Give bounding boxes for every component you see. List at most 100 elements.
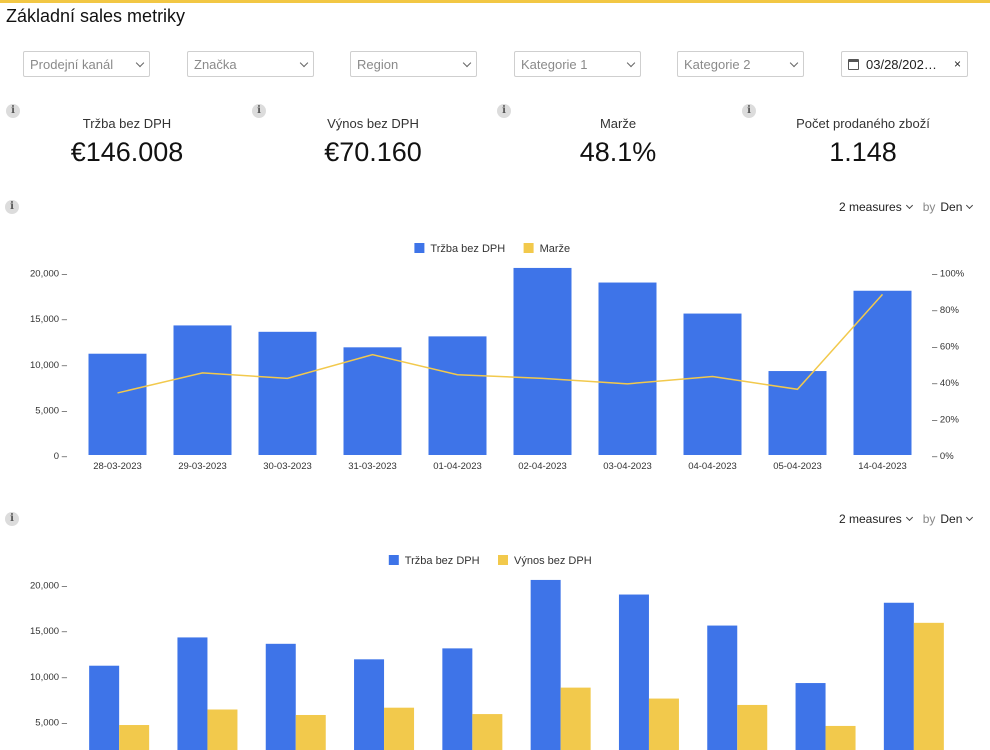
y-right-tick-label: – 40% — [932, 378, 959, 389]
dimension-dropdown[interactable]: Den — [940, 200, 963, 214]
info-icon[interactable]: i — [497, 104, 511, 118]
by-label: by — [922, 200, 936, 214]
bar-vynos — [737, 704, 768, 750]
filter-kategorie-2[interactable]: Kategorie 2 — [677, 51, 804, 77]
bar-vynos — [207, 709, 238, 750]
y-tick-label: 10,000 – — [30, 360, 68, 371]
x-tick-label: 31-03-2023 — [348, 461, 397, 472]
legend-label: Tržba bez DPH — [430, 243, 505, 255]
y-tick-label: 20,000 – — [30, 581, 68, 592]
bar-trzba — [795, 683, 826, 750]
filter-label: Region — [357, 56, 399, 72]
info-icon[interactable]: i — [6, 104, 20, 118]
filter-region[interactable]: Region — [350, 51, 477, 77]
bar-vynos — [560, 687, 591, 750]
bar-trzba — [343, 347, 402, 455]
x-tick-label: 01-04-2023 — [433, 461, 482, 472]
kpi-label: Výnos bez DPH — [327, 116, 419, 131]
bar-trzba — [513, 267, 572, 455]
kpi-label: Tržba bez DPH — [82, 116, 172, 131]
x-tick-label: 14-04-2023 — [858, 461, 907, 472]
y-right-tick-label: – 80% — [932, 305, 959, 316]
x-tick-label: 29-03-2023 — [178, 461, 227, 472]
kpi-value: 48.1% — [579, 137, 657, 167]
x-tick-label: 30-03-2023 — [263, 461, 312, 472]
bar-trzba — [265, 643, 296, 750]
filter-label: Kategorie 2 — [684, 56, 751, 72]
chevron-down-icon — [905, 201, 913, 210]
chevron-down-icon — [462, 58, 472, 67]
chart-trzba-marze: Tržba bez DPH Marže 0 – 5,000 – 10,000 – 15,0… — [30, 243, 965, 472]
measures-dropdown[interactable]: 2 measures — [839, 512, 902, 526]
filter-label: Kategorie 1 — [521, 56, 588, 72]
y-right-tick-label: – 100% — [932, 269, 965, 280]
legend-label: Výnos bez DPH — [514, 555, 592, 567]
bar-trzba — [707, 625, 738, 750]
y-right-tick-label: – 20% — [932, 415, 959, 426]
filter-prodejni-kanal[interactable]: Prodejní kanál — [23, 51, 150, 77]
bar-trzba — [177, 637, 208, 750]
calendar-icon — [848, 58, 859, 70]
legend-label: Marže — [540, 243, 571, 255]
bar-vynos — [825, 725, 856, 750]
x-tick-label: 03-04-2023 — [603, 461, 652, 472]
y-tick-label: 15,000 – — [30, 314, 68, 325]
y-tick-label: 5,000 – — [35, 717, 67, 728]
kpi-label: Počet prodaného zboží — [796, 116, 930, 131]
y-right-tick-label: – 0% — [932, 451, 954, 462]
clear-date-button[interactable]: × — [953, 57, 961, 71]
bar-trzba — [853, 290, 912, 455]
line-marze — [117, 293, 884, 394]
chevron-down-icon — [626, 58, 636, 67]
x-tick-label: 04-04-2023 — [688, 461, 737, 472]
chevron-down-icon — [789, 58, 799, 67]
kpi-value: €70.160 — [324, 137, 422, 167]
filter-label: Prodejní kanál — [30, 56, 114, 72]
bar-vynos — [913, 622, 944, 750]
chart-1-controls: 2 measures by Den — [839, 200, 978, 214]
kpi-value: €146.008 — [70, 137, 184, 167]
bar-trzba — [598, 282, 657, 455]
bar-trzba — [88, 353, 147, 455]
bar-vynos — [384, 707, 415, 750]
legend-swatch — [414, 243, 425, 253]
chart-2-controls: 2 measures by Den — [839, 512, 978, 526]
measures-dropdown[interactable]: 2 measures — [839, 200, 902, 214]
bar-trzba — [428, 336, 487, 455]
bar-vynos — [295, 714, 326, 750]
bar-trzba — [258, 331, 317, 455]
bar-trzba — [89, 665, 120, 750]
date-range-filter[interactable]: 03/28/202… × — [841, 51, 968, 77]
legend-swatch — [388, 555, 399, 565]
x-tick-label: 02-04-2023 — [518, 461, 567, 472]
bar-vynos — [472, 714, 503, 750]
y-right-tick-label: – 60% — [932, 342, 959, 353]
kpi-value: 1.148 — [829, 137, 897, 167]
chevron-down-icon — [135, 58, 145, 67]
info-icon[interactable]: i — [5, 512, 19, 526]
filter-znacka[interactable]: Značka — [187, 51, 314, 77]
bar-trzba — [618, 594, 649, 750]
date-range-value: 03/28/202… — [866, 56, 937, 72]
dimension-dropdown[interactable]: Den — [940, 512, 963, 526]
chevron-down-icon — [966, 513, 974, 522]
kpi-trzba: Tržba bez DPH €146.008 — [7, 116, 247, 168]
legend-swatch — [523, 243, 534, 253]
y-tick-label: 10,000 – — [30, 672, 68, 683]
info-icon[interactable]: i — [5, 200, 19, 214]
chevron-down-icon — [299, 58, 309, 67]
chevron-down-icon — [966, 201, 974, 210]
info-icon[interactable]: i — [252, 104, 266, 118]
kpi-vynos: Výnos bez DPH €70.160 — [253, 116, 493, 168]
filter-kategorie-1[interactable]: Kategorie 1 — [514, 51, 641, 77]
y-tick-label: 5,000 – — [35, 405, 67, 416]
legend-swatch — [498, 555, 508, 565]
info-icon[interactable]: i — [742, 104, 756, 118]
chevron-down-icon — [905, 513, 913, 522]
page-title: Základní sales metriky — [6, 6, 186, 26]
kpi-pocet-zbozi: Počet prodaného zboží 1.148 — [743, 116, 983, 168]
bar-trzba — [768, 371, 827, 455]
kpi-label: Marže — [599, 116, 637, 131]
bar-trzba — [173, 325, 232, 455]
bar-trzba — [442, 648, 473, 750]
